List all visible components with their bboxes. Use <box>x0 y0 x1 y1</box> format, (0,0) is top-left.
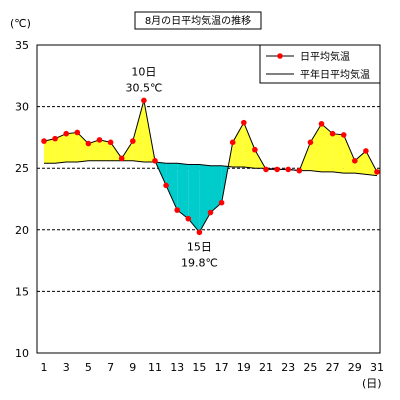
daily-point-18 <box>229 139 236 146</box>
daily-point-13 <box>174 207 180 213</box>
daily-point-14 <box>185 215 192 222</box>
daily-point-29 <box>352 158 358 164</box>
x-tick-label-5: 5 <box>85 361 92 374</box>
legend-label-normal: 平年日平均気温 <box>300 68 370 81</box>
fill-above-25-0 <box>310 123 322 172</box>
daily-point-15 <box>196 229 203 236</box>
fill-above-26-0 <box>321 123 333 172</box>
legend-marker-daily <box>277 53 283 59</box>
fill-above-1-0 <box>44 138 56 164</box>
daily-point-16 <box>207 209 214 216</box>
fill-below-13-0 <box>177 163 189 219</box>
y-tick-labels: 10 15 20 25 30 35 <box>15 39 29 360</box>
daily-series <box>41 97 380 236</box>
fill-above-18-0 <box>232 122 244 167</box>
y-tick-label-10: 10 <box>15 347 29 360</box>
x-tick-label-27: 27 <box>326 361 340 374</box>
x-tick-label-23: 23 <box>281 361 295 374</box>
fill-above-6-0 <box>99 139 111 161</box>
daily-point-7 <box>107 139 114 146</box>
x-tick-label-31: 31 <box>370 361 384 374</box>
daily-point-28 <box>340 132 347 138</box>
y-tick-label-25: 25 <box>15 162 29 175</box>
daily-point-31 <box>374 169 380 175</box>
daily-point-5 <box>85 140 92 147</box>
normal-series <box>44 160 378 177</box>
y-tick-label-30: 30 <box>15 101 29 114</box>
x-tick-label-29: 29 <box>348 361 362 374</box>
chart-title-box <box>134 11 262 30</box>
daily-point-11 <box>152 158 158 164</box>
daily-point-8 <box>118 155 125 162</box>
y-axis-unit: (℃) <box>10 17 31 30</box>
daily-point-2 <box>52 135 58 142</box>
fill-above-2-0 <box>55 133 67 164</box>
fill-below-14-0 <box>188 164 200 233</box>
fill-above-4-0 <box>77 132 89 163</box>
fill-below-15-0 <box>199 164 211 233</box>
normal-temperature-line <box>44 160 378 177</box>
daily-point-19 <box>241 119 247 126</box>
plot-frame <box>36 44 381 354</box>
x-tick-labels: 1 3 5 7 9 11 13 15 17 19 21 23 25 27 29 31 <box>41 361 385 374</box>
fill-above-5-0 <box>88 139 100 161</box>
x-tick-label-15: 15 <box>192 361 206 374</box>
x-tick-label-17: 17 <box>215 361 229 374</box>
annotation-value-15: 19.8℃ <box>181 256 218 269</box>
daily-point-20 <box>252 146 258 153</box>
daily-point-26 <box>318 121 325 127</box>
fill-above-29-0 <box>354 150 366 175</box>
fill-above-19-0 <box>243 122 255 169</box>
daily-point-22 <box>274 166 280 173</box>
daily-point-30 <box>363 148 369 154</box>
legend-label-daily: 日平均気温 <box>300 50 350 63</box>
y-tick-label-20: 20 <box>15 224 29 237</box>
x-tick-label-9: 9 <box>129 361 136 374</box>
fill-above-27-0 <box>332 133 344 174</box>
daily-point-3 <box>63 130 69 137</box>
daily-point-21 <box>263 166 269 173</box>
daily-point-27 <box>329 130 336 137</box>
x-tick-label-21: 21 <box>259 361 273 374</box>
daily-point-24 <box>296 167 303 174</box>
legend: 日平均気温 平年日平均気温 <box>259 44 381 84</box>
daily-point-1 <box>41 138 47 144</box>
y-tick-label-15: 15 <box>15 285 29 298</box>
x-tick-label-25: 25 <box>303 361 317 374</box>
fill-below-12-0 <box>166 163 178 211</box>
daily-point-25 <box>307 139 314 146</box>
x-axis-unit: (日) <box>362 377 382 390</box>
daily-point-9 <box>130 138 136 144</box>
annotation-value-10: 30.5℃ <box>125 81 162 94</box>
x-tick-label-3: 3 <box>63 361 70 374</box>
daily-point-12 <box>163 182 169 189</box>
x-tick-label-7: 7 <box>107 361 114 374</box>
legend-box <box>259 44 381 84</box>
daily-point-4 <box>74 129 81 136</box>
fill-below-16-0 <box>210 165 222 213</box>
daily-point-23 <box>285 166 292 173</box>
fill-above-9-0 <box>132 100 144 163</box>
y-tick-label-35: 35 <box>15 39 29 52</box>
x-tick-label-11: 11 <box>148 361 162 374</box>
x-tick-label-13: 13 <box>170 361 184 374</box>
daily-point-6 <box>96 137 103 143</box>
annotation-day-10: 10日 <box>131 65 156 78</box>
x-tick-label-19: 19 <box>237 361 251 374</box>
fill-above-3-0 <box>66 132 78 163</box>
daily-point-10 <box>141 97 147 104</box>
annotation-day-15: 15日 <box>187 240 212 253</box>
daily-point-17 <box>218 199 225 206</box>
chart-title: 8月の日平均気温の推移 <box>145 14 251 27</box>
x-tick-label-1: 1 <box>41 361 48 374</box>
annotations: 10日 30.5℃ 15日 19.8℃ <box>125 65 217 269</box>
fill-above-28-0 <box>343 134 355 174</box>
